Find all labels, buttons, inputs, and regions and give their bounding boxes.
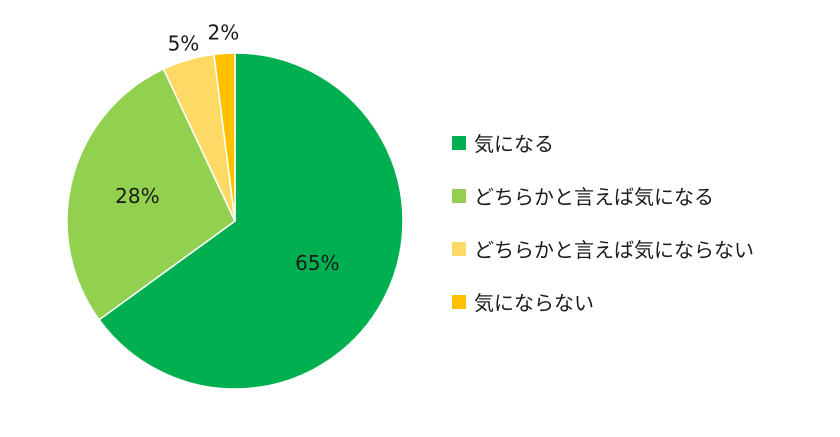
legend-label: どちらかと言えば気にならない: [474, 238, 754, 262]
legend-swatch: [452, 294, 466, 309]
legend-swatch: [452, 188, 466, 203]
slice-data-label: 2%: [208, 21, 240, 45]
legend-label: 気になる: [474, 132, 554, 156]
slice-data-label: 5%: [168, 32, 200, 56]
slice-data-label: 28%: [115, 184, 159, 208]
legend-swatch: [452, 241, 466, 256]
pie-slice: [66, 67, 236, 321]
legend-label: どちらかと言えば気になる: [474, 185, 714, 209]
chart-legend: 気になる どちらかと言えば気になる どちらかと言えば気にならない 気にならない: [452, 116, 832, 328]
slice-data-label: 65%: [295, 251, 339, 275]
legend-item-dochiraka-ki-ni-naranai: どちらかと言えば気にならない: [452, 222, 832, 275]
legend-label: 気にならない: [474, 291, 594, 315]
legend-item-dochiraka-ki-ni-naru: どちらかと言えば気になる: [452, 169, 832, 222]
pie-slice: [213, 52, 236, 222]
legend-item-ki-ni-naru: 気になる: [452, 116, 832, 169]
legend-item-ki-ni-naranai: 気にならない: [452, 275, 832, 328]
pie-slice: [98, 52, 404, 390]
legend-swatch: [452, 135, 466, 150]
